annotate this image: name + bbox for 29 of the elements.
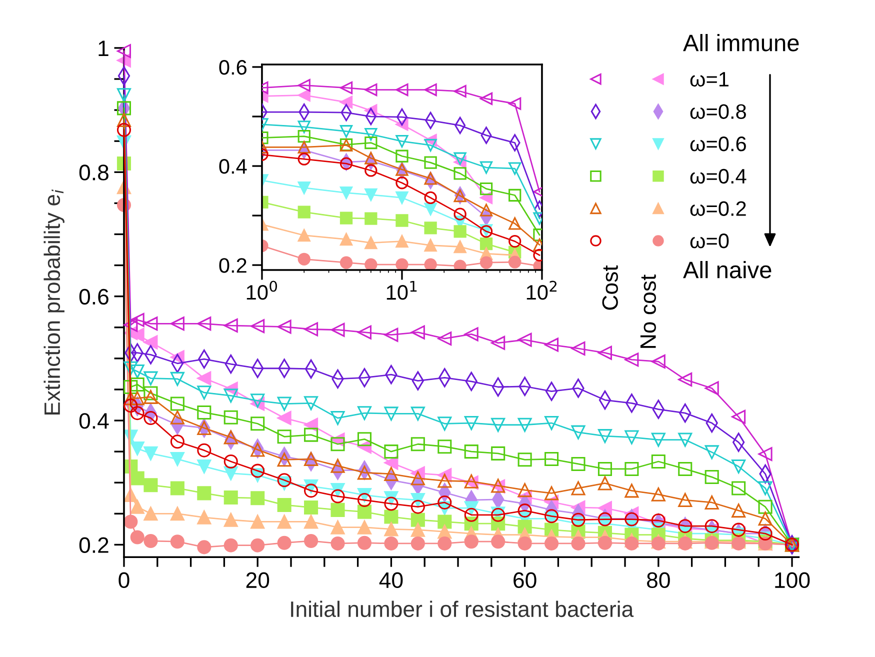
annotation: Cost (602, 265, 618, 310)
annotation: No cost (640, 274, 656, 348)
y-axis-title: Extinction probability e$_{i}$ (44, 190, 64, 415)
annotation: All immune (683, 34, 799, 52)
legend-label: ω=0 (690, 234, 729, 248)
legend-label: ω=0.6 (690, 136, 746, 152)
x-axis-title: Initial number i of resistant bacteria (291, 600, 634, 618)
x-tick-label: 10$^{2}$ (526, 280, 556, 300)
x-tick-label: 10$^{1}$ (386, 280, 417, 300)
y-tick-label: 0.4 (219, 159, 247, 174)
x-tick-label: 10$^{0}$ (246, 280, 277, 300)
y-tick-label: 0.2 (79, 537, 108, 553)
x-tick-label: 0 (118, 572, 130, 588)
y-tick-label: 0.6 (79, 288, 108, 305)
x-tick-label: 60 (514, 572, 536, 588)
legend-label: ω=1 (690, 72, 728, 87)
x-tick-label: 100 (775, 572, 810, 588)
y-tick-label: 0.8 (79, 164, 108, 180)
y-tick-label: 0.4 (79, 413, 109, 429)
x-tick-label: 40 (379, 572, 403, 588)
x-tick-label: 80 (647, 572, 670, 588)
annotation: All naive (683, 260, 772, 278)
y-tick-label: 0.6 (219, 60, 246, 75)
legend-label: ω=0.8 (690, 104, 746, 119)
y-tick-label: 0.2 (219, 258, 246, 273)
y-tick-label: 1 (98, 40, 108, 56)
legend-label: ω=0.4 (690, 168, 746, 184)
legend-label: ω=0.2 (690, 201, 746, 216)
x-tick-label: 20 (246, 572, 270, 588)
